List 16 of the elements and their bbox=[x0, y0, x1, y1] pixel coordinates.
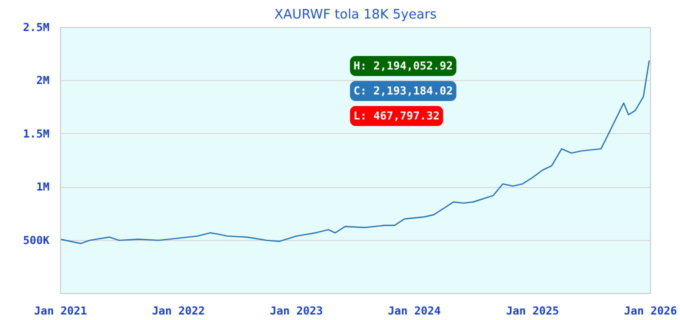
line-series bbox=[60, 60, 650, 244]
y-tick-label: 1M bbox=[36, 180, 50, 194]
annotation: C: 2,193,184.02 bbox=[354, 84, 453, 98]
chart-title: XAURWF tola 18K 5years bbox=[274, 8, 437, 22]
x-tick-label: Jan 2024 bbox=[388, 304, 442, 318]
annotation: H: 2,194,052.92 bbox=[354, 60, 453, 72]
x-tick-label: Jan 2023 bbox=[270, 304, 323, 318]
y-tick-label: 2M bbox=[36, 74, 50, 88]
x-tick-label: Jan 2022 bbox=[152, 304, 205, 318]
x-tick-label: Jan 2025 bbox=[506, 304, 560, 318]
x-tick-label: Jan 2021 bbox=[34, 304, 88, 318]
y-tick-label: 2.5M bbox=[23, 21, 50, 34]
x-tick-label: Jan 2026 bbox=[624, 304, 678, 318]
y-tick-label: 1.5M bbox=[23, 127, 50, 140]
y-tick-label: 500K bbox=[23, 234, 50, 247]
annotation: L: 467,797.32 bbox=[354, 110, 440, 122]
